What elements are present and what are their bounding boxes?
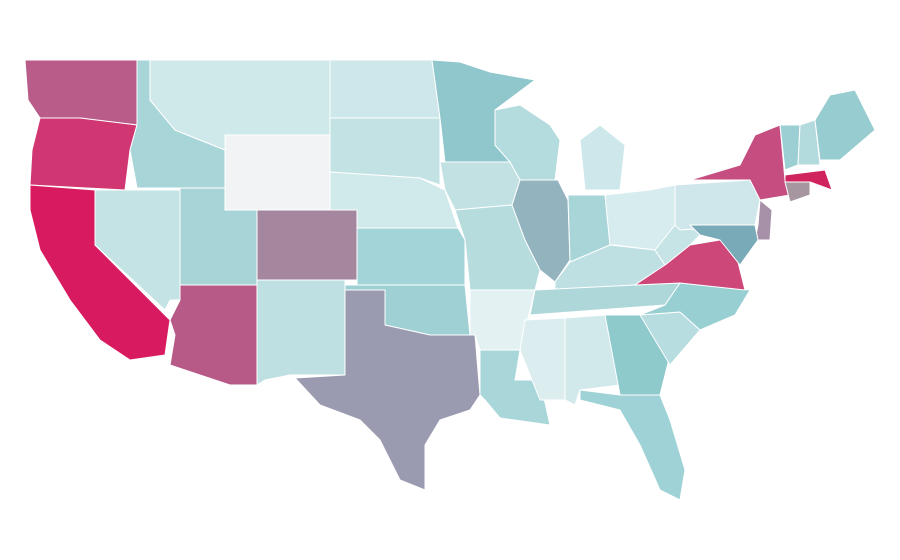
state-region	[29, 117, 138, 191]
state-region	[519, 317, 566, 401]
state-region	[797, 119, 821, 166]
state-region	[439, 161, 521, 211]
state-region	[356, 227, 466, 286]
state-region	[754, 199, 773, 241]
state-region	[784, 181, 811, 203]
state-region	[674, 179, 761, 231]
state-region	[294, 289, 481, 491]
state-region	[329, 117, 441, 186]
state-region	[329, 59, 441, 119]
state-region	[814, 89, 876, 161]
state-region	[24, 59, 138, 126]
state-region	[169, 284, 258, 386]
state-region	[784, 169, 833, 191]
state-region	[256, 209, 358, 281]
state-region	[479, 349, 551, 426]
state-region	[224, 134, 331, 211]
state-region	[689, 224, 759, 266]
state-region	[579, 124, 626, 191]
state-region	[256, 279, 346, 386]
state-region	[579, 389, 686, 501]
